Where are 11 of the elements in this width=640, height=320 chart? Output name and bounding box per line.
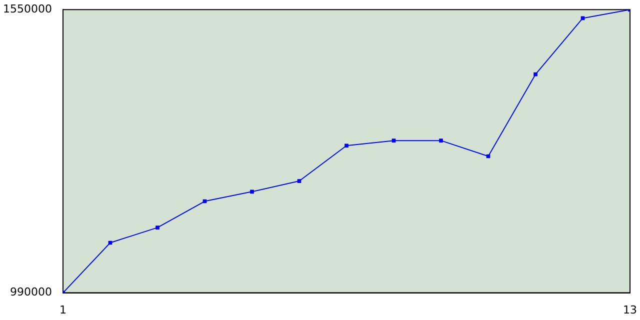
y-tick-label: 990000 [10,286,52,299]
y-tick-label: 1550000 [2,2,52,16]
point [344,144,348,148]
point [534,72,538,76]
point [250,190,254,194]
point [439,138,443,142]
point [156,226,160,230]
x-tick-label: 1 [59,303,66,316]
x-tick-label: 13 [623,303,637,316]
point [392,138,396,142]
point [297,179,302,183]
